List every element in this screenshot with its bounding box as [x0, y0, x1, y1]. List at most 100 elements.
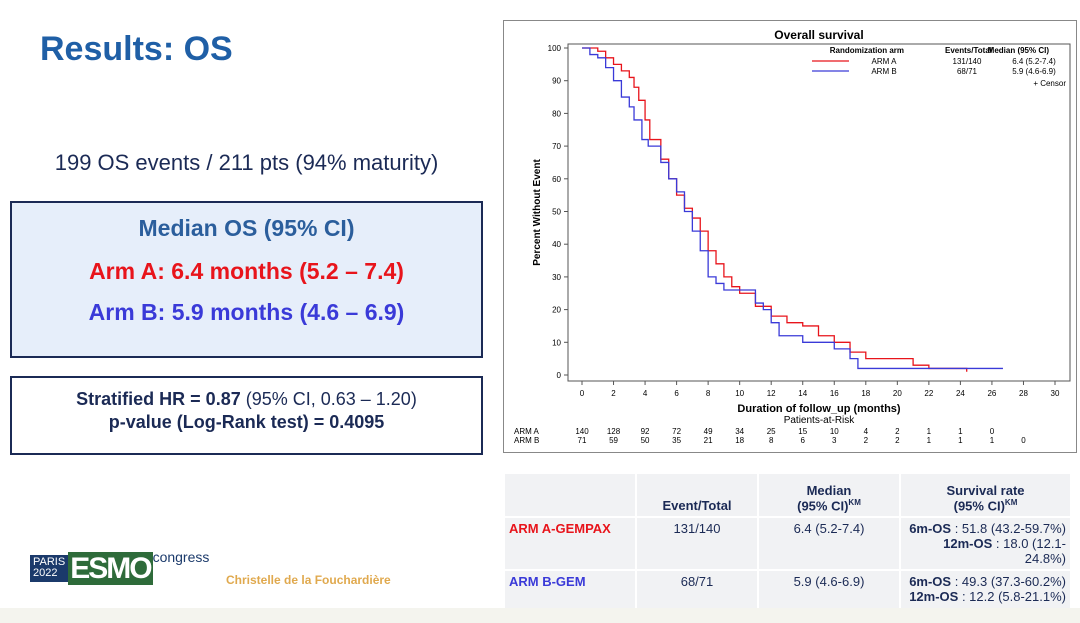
arm-label: ARM B-GEM	[505, 571, 635, 613]
survival-cell: 6m-OS : 49.3 (37.3-60.2%) 12m-OS : 12.2 (…	[901, 571, 1070, 613]
x-tick-label: 24	[956, 389, 965, 398]
y-tick-label: 10	[552, 338, 561, 347]
y-tick-label: 100	[548, 44, 562, 53]
legend-cell: 6.4 (5.2-7.4)	[1012, 57, 1056, 66]
x-tick-label: 2	[611, 389, 616, 398]
arm-label: ARM A-GEMPAX	[505, 518, 635, 569]
legend-cell: ARM A	[872, 57, 898, 66]
median-cell: 6.4 (5.2-7.4)	[759, 518, 899, 569]
risk-count: 18	[735, 436, 744, 445]
table-row: ARM B-GEM 68/71 5.9 (4.6-6.9) 6m-OS : 49…	[505, 571, 1070, 613]
hazard-ratio-box: Stratified HR = 0.87 (95% CI, 0.63 – 1.2…	[10, 376, 483, 455]
y-tick-label: 0	[557, 371, 562, 380]
risk-count: 1	[958, 436, 963, 445]
risk-count: 59	[609, 436, 618, 445]
risk-count: 0	[1021, 436, 1026, 445]
y-tick-label: 30	[552, 273, 561, 282]
risk-count: 140	[575, 427, 589, 436]
x-tick-label: 30	[1051, 389, 1060, 398]
risk-count: 92	[641, 427, 650, 436]
header-events: Event/Total	[637, 474, 757, 516]
risk-count: 8	[769, 436, 774, 445]
risk-count: 2	[864, 436, 869, 445]
y-tick-label: 80	[552, 109, 561, 118]
x-tick-label: 0	[580, 389, 585, 398]
x-axis-label: Duration of follow_up (months)	[737, 403, 900, 415]
legend-header: Median (95% CI)	[988, 46, 1050, 55]
author-name: Christelle de la Fouchardière	[226, 573, 391, 587]
legend-cell: 131/140	[953, 57, 982, 66]
x-tick-label: 22	[924, 389, 933, 398]
risk-count: 10	[830, 427, 839, 436]
median-os-box: Median OS (95% CI) Arm A: 6.4 months (5.…	[10, 201, 483, 358]
header-survival: Survival rate (95% CI)KM	[901, 474, 1070, 516]
x-tick-label: 4	[643, 389, 648, 398]
x-tick-label: 16	[830, 389, 839, 398]
events-summary: 199 OS events / 211 pts (94% maturity)	[54, 150, 439, 175]
risk-count: 72	[672, 427, 681, 436]
risk-count: 71	[578, 436, 587, 445]
median-cell: 5.9 (4.6-6.9)	[759, 571, 899, 613]
legend-header: Events/Total	[945, 46, 992, 55]
y-tick-label: 40	[552, 240, 561, 249]
x-tick-label: 10	[735, 389, 744, 398]
risk-row-label: ARM A	[514, 427, 540, 436]
logo-suffix: congress	[152, 549, 210, 565]
km-curve-arm-b	[582, 47, 1003, 370]
slide-title: Results: OS	[40, 30, 233, 68]
x-tick-label: 18	[861, 389, 870, 398]
risk-count: 1	[927, 427, 932, 436]
x-tick-label: 20	[893, 389, 902, 398]
risk-count: 4	[864, 427, 869, 436]
risk-count: 6	[801, 436, 806, 445]
risk-count: 3	[832, 436, 837, 445]
legend-censor: + Censor	[1033, 79, 1066, 88]
table-header-row: Event/Total Median (95% CI)KM Survival ra…	[505, 474, 1070, 516]
survival-cell: 6m-OS : 51.8 (43.2-59.7%) 12m-OS : 18.0 (…	[901, 518, 1070, 569]
km-curve-arm-a	[582, 47, 968, 372]
x-tick-label: 12	[767, 389, 776, 398]
x-tick-label: 28	[1019, 389, 1028, 398]
legend-cell: ARM B	[871, 67, 896, 76]
arm-a-median: Arm A: 6.4 months (5.2 – 7.4)	[89, 258, 404, 284]
events-cell: 131/140	[637, 518, 757, 569]
p-value: p-value (Log-Rank test) = 0.4095	[108, 412, 385, 432]
risk-count: 1	[927, 436, 932, 445]
arm-b-median: Arm B: 5.9 months (4.6 – 6.9)	[88, 299, 405, 325]
risk-count: 2	[895, 436, 900, 445]
risk-table-title: Patients-at-Risk	[784, 415, 856, 426]
y-tick-label: 70	[552, 142, 561, 151]
y-tick-label: 50	[552, 208, 561, 217]
median-os-heading: Median OS (95% CI)	[138, 215, 355, 241]
risk-count: 21	[704, 436, 713, 445]
bottom-strip	[0, 608, 1080, 623]
risk-count: 1	[990, 436, 995, 445]
km-chart-panel: Overall survival 0 10 20 30 40 50 60 70 80 90 100 0 2…	[503, 20, 1077, 453]
risk-count: 0	[990, 427, 995, 436]
risk-count: 128	[607, 427, 621, 436]
chart-title: Overall survival	[774, 28, 863, 42]
esmo-logo: PARIS 2022 ESMO congress	[30, 549, 209, 585]
legend-cell: 68/71	[957, 67, 978, 76]
summary-table: Event/Total Median (95% CI)KM Survival ra…	[503, 472, 1072, 615]
x-tick-label: 26	[987, 389, 996, 398]
header-median: Median (95% CI)KM	[759, 474, 899, 516]
events-cell: 68/71	[637, 571, 757, 613]
risk-count: 15	[798, 427, 807, 436]
hr-label: Stratified HR = 0.87	[76, 389, 241, 409]
risk-count: 2	[895, 427, 900, 436]
x-tick-label: 6	[674, 389, 679, 398]
y-axis-label: Percent Without Event	[532, 159, 543, 266]
y-tick-label: 90	[552, 77, 561, 86]
logo-city-year: PARIS 2022	[30, 555, 69, 582]
plot-frame	[567, 43, 1071, 382]
hr-ci: (95% CI, 0.63 – 1.20)	[240, 389, 417, 409]
risk-count: 35	[672, 436, 681, 445]
risk-row-label: ARM B	[514, 436, 539, 445]
logo-brand: ESMO	[68, 552, 153, 585]
header-blank	[505, 474, 635, 516]
y-tick-label: 20	[552, 306, 561, 315]
risk-count: 34	[735, 427, 744, 436]
risk-count: 1	[958, 427, 963, 436]
